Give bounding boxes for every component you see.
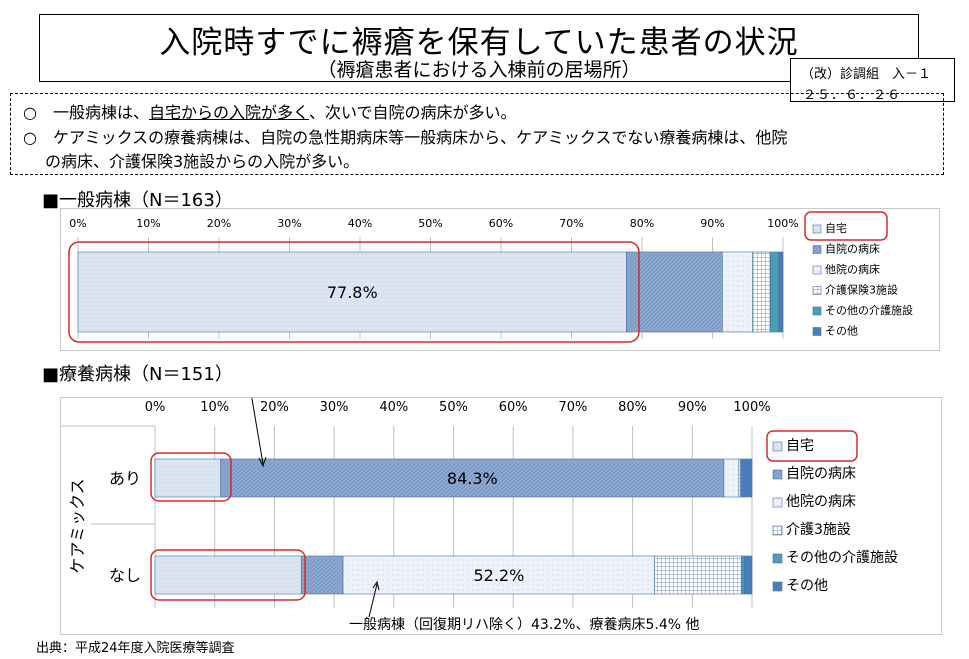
x-tick-label: 80% — [618, 400, 647, 415]
bar-segment — [752, 251, 771, 333]
reference-date: ２５．６．２６ — [803, 88, 902, 103]
reference-box: （改）診調組 入－１ ２５．６．２６ — [790, 58, 955, 103]
x-tick-label: 10% — [200, 400, 229, 415]
chart2-title: ■療養病棟（N＝151） — [42, 364, 233, 385]
bar-segment — [722, 251, 753, 333]
bar-segment — [342, 555, 655, 595]
x-tick-label: 0% — [145, 400, 166, 415]
legend-swatch — [812, 327, 822, 336]
legend-entry: 自宅 — [825, 221, 847, 235]
legend-swatch — [772, 497, 783, 508]
note-line-2: ○ ケアミックスの療養病棟は、自院の急性期病床等一般病床から、ケアミックスでない… — [23, 128, 788, 147]
x-tick-label: 20% — [260, 400, 289, 415]
arrowhead — [372, 580, 380, 591]
y-axis-label: ケアミックス — [68, 478, 87, 573]
legend-swatch — [812, 306, 822, 316]
x-tick-label: 0% — [69, 217, 86, 230]
category-label: あり — [109, 469, 141, 488]
legend-swatch — [772, 581, 783, 592]
data-label: 77.8% — [327, 283, 378, 302]
legend-entry: 自宅 — [786, 438, 814, 454]
highlight-nashi-jitaku — [150, 549, 306, 601]
legend-entry: 他院の病床 — [825, 262, 880, 276]
x-tick-label: 10% — [136, 217, 160, 230]
annotation-arrow — [368, 583, 378, 618]
legend-entry: 介護3施設 — [786, 522, 851, 538]
x-tick-label: 40% — [348, 217, 372, 230]
annotation-arrow — [250, 392, 264, 465]
bar-segment — [154, 555, 302, 595]
data-label: 84.3% — [447, 469, 498, 488]
note-emphasis: 自宅からの入院が多く — [149, 103, 310, 122]
x-tick-label: 80% — [630, 217, 654, 230]
category-label: なし — [109, 566, 141, 585]
x-tick-label: 90% — [700, 217, 724, 230]
note-line-1: ○ 一般病棟は、自宅からの入院が多く、次いで自院の病床が多い。 — [23, 99, 517, 123]
data-label: 52.2% — [473, 566, 524, 585]
chart2-svg: 0% 10% 20% 30% 40% 50% 60% 70% 80% 90% 100% ケアミックス あ… — [61, 377, 898, 633]
reference-code: （改）診調組 入－１ — [801, 67, 932, 82]
legend-swatch — [812, 224, 822, 234]
bar-segment — [77, 251, 627, 333]
x-tick-label: 70% — [559, 217, 583, 230]
legend-highlight — [804, 211, 888, 241]
x-tick-label: 100% — [767, 217, 798, 230]
x-tick-label: 70% — [558, 400, 587, 415]
highlight-jitaku — [68, 241, 640, 343]
chart1-title: ■一般病棟（N＝163） — [42, 190, 233, 211]
legend-entry: 自院の病床 — [825, 242, 880, 256]
bar-segment — [654, 555, 742, 595]
note-text: 一般病棟は、 — [52, 103, 149, 122]
page-title: 入院時すでに褥瘡を保有していた患者の状況 — [159, 25, 799, 61]
bar-segment — [723, 458, 740, 498]
highlight-ari-jitaku — [150, 452, 232, 502]
legend-entry: その他の介護施設 — [825, 303, 913, 317]
note-text: 、次いで自院の病床が多い。 — [309, 103, 517, 122]
chart1-frame: 0% 10% 20% 30% 40% 50% 60% 70% 80% 90% 100% 77.8% 自宅… — [60, 208, 940, 351]
legend-entry: その他の介護施設 — [786, 550, 898, 566]
x-tick-label: 40% — [379, 400, 408, 415]
summary-notes: ○ 一般病棟は、自宅からの入院が多く、次いで自院の病床が多い。 ○ ケアミックス… — [10, 93, 944, 175]
legend-entry: 他院の病床 — [786, 494, 856, 510]
legend-highlight — [766, 430, 858, 462]
legend-swatch — [772, 441, 783, 452]
bar-segment — [740, 458, 753, 498]
legend-swatch — [812, 286, 822, 295]
legend-entry: 自院の病床 — [786, 466, 856, 482]
bar-segment — [220, 458, 725, 498]
chart2-frame: 0% 10% 20% 30% 40% 50% 60% 70% 80% 90% 100% ケアミックス あ… — [60, 377, 942, 635]
source-note: 出典：平成24年度入院医療等調査 — [36, 641, 235, 656]
x-tick-label: 20% — [207, 217, 231, 230]
legend-swatch — [812, 265, 822, 275]
arrowhead — [258, 456, 267, 468]
bar-segment — [770, 251, 780, 333]
x-tick-label: 50% — [418, 217, 442, 230]
chart1-svg: 0% 10% 20% 30% 40% 50% 60% 70% 80% 90% 100% 77.8% 自宅… — [68, 211, 913, 343]
page-subtitle: （褥瘡患者における入棟前の居場所） — [317, 59, 641, 81]
x-tick-label: 100% — [733, 400, 770, 415]
legend-swatch — [772, 525, 783, 536]
legend-swatch — [812, 245, 822, 254]
x-tick-label: 60% — [489, 217, 513, 230]
x-tick-label: 30% — [277, 217, 301, 230]
x-tick-label: 30% — [320, 400, 349, 415]
bar-segment — [740, 555, 745, 595]
bar-segment — [778, 251, 784, 333]
bar-segment — [300, 555, 344, 595]
bar-segment — [626, 251, 723, 333]
note-bullet: ○ — [23, 103, 37, 122]
bar-segment — [154, 458, 221, 498]
legend-swatch — [772, 553, 783, 564]
x-tick-label: 90% — [678, 400, 707, 415]
legend-entry: その他 — [825, 325, 858, 338]
note-line-3: の病床、介護保険3施設からの入院が多い。 — [45, 152, 360, 171]
legend-swatch — [772, 469, 783, 480]
legend-entry: 介護保険3施設 — [825, 283, 898, 297]
legend-entry: その他 — [786, 578, 828, 594]
x-tick-label: 50% — [439, 400, 468, 415]
x-tick-label: 60% — [499, 400, 528, 415]
annotation-nashi: 一般病棟（回復期リハ除く）43.2%、療養病床5.4% 他 — [349, 616, 700, 633]
bar-segment — [743, 555, 753, 595]
title-box: 入院時すでに褥瘡を保有していた患者の状況 （褥瘡患者における入棟前の居場所） — [39, 14, 919, 82]
